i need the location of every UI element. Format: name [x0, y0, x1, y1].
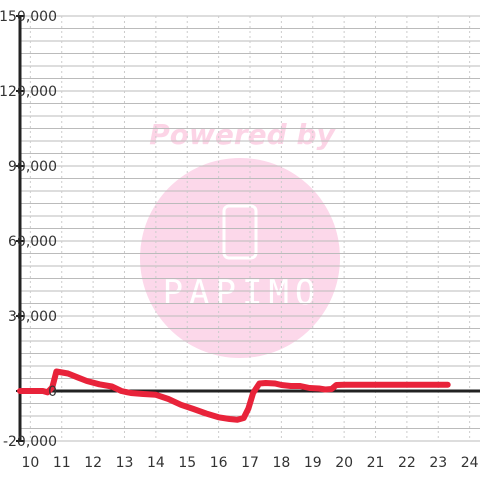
- x-tick-label: 17: [241, 455, 259, 471]
- watermark: Powered by PAPIMO: [140, 118, 340, 358]
- y-tick-label: -20,000: [3, 434, 57, 450]
- x-tick-label: 19: [304, 455, 322, 471]
- x-tick-label: 18: [272, 455, 290, 471]
- x-tick-label: 13: [116, 455, 134, 471]
- x-tick-label: 23: [429, 455, 447, 471]
- y-tick-label: 150,000: [0, 9, 57, 25]
- grid: [20, 15, 480, 442]
- watermark-powered-by: Powered by: [149, 118, 336, 151]
- x-tick-label: 21: [367, 455, 385, 471]
- x-tick-label: 16: [210, 455, 228, 471]
- y-tick-label: 120,000: [0, 84, 57, 100]
- series-line: [17, 368, 451, 423]
- y-tick-label: 0: [48, 384, 57, 400]
- series-group: [17, 368, 451, 423]
- tick-labels: -20,000 0 30,000 60,000 90,000 120,000 150,000…: [0, 9, 479, 471]
- x-tick-label: 22: [398, 455, 416, 471]
- x-tick-label: 11: [53, 455, 71, 471]
- x-tick-label: 14: [147, 455, 165, 471]
- y-tick-label: 90,000: [8, 159, 57, 175]
- y-tick-label: 60,000: [8, 234, 57, 250]
- x-tick-label: 24: [461, 455, 479, 471]
- phone-icon: [222, 204, 258, 260]
- x-tick-label: 12: [84, 455, 102, 471]
- x-tick-label: 15: [178, 455, 196, 471]
- x-tick-label: 10: [21, 455, 39, 471]
- watermark-brand: PAPIMO: [163, 273, 322, 313]
- x-tick-label: 20: [335, 455, 353, 471]
- y-tick-label: 30,000: [8, 309, 57, 325]
